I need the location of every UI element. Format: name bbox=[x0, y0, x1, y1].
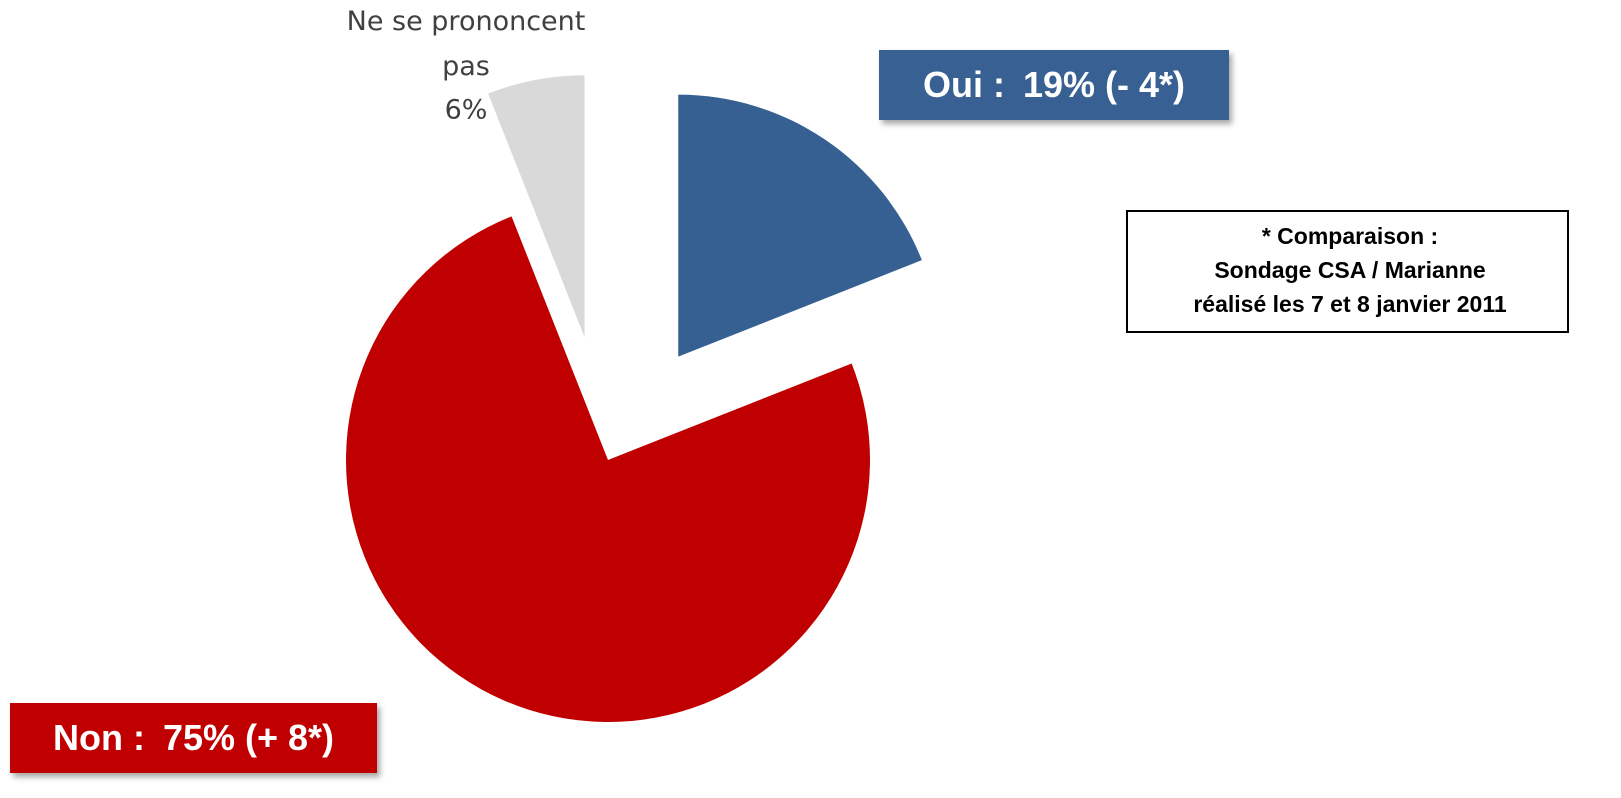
category-label: pas bbox=[442, 51, 490, 82]
pie-slice bbox=[678, 94, 922, 357]
pie-slice bbox=[345, 216, 870, 722]
label-box bbox=[10, 703, 377, 773]
value-label: 6% bbox=[445, 95, 488, 126]
value-label: 19% (- 4*) bbox=[1023, 64, 1185, 105]
category-label: Non : bbox=[53, 717, 145, 758]
note-line: * Comparaison : bbox=[1262, 223, 1438, 249]
pie-slice bbox=[488, 75, 585, 338]
category-label: Oui : bbox=[923, 64, 1005, 105]
note-line: Sondage CSA / Marianne bbox=[1214, 257, 1485, 283]
category-label: Ne se prononcent bbox=[347, 6, 586, 37]
note-line: réalisé les 7 et 8 janvier 2011 bbox=[1193, 291, 1507, 317]
note-box bbox=[1126, 210, 1569, 333]
slice-label: Non : 75% (+ 8*) bbox=[53, 717, 334, 758]
slice-label: Ne se prononcent pas bbox=[347, 6, 586, 82]
slice-label: Oui : 19% (- 4*) bbox=[923, 64, 1185, 105]
label-box bbox=[879, 50, 1229, 120]
value-label: 75% (+ 8*) bbox=[163, 717, 334, 758]
